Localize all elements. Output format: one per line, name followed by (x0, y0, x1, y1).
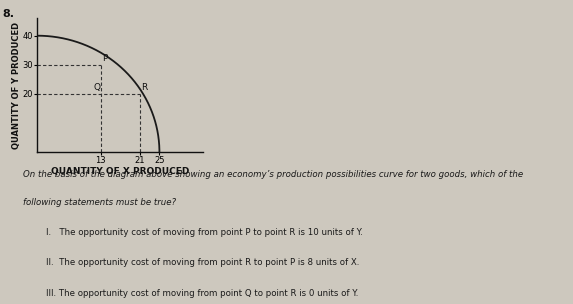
Text: III. The opportunity cost of moving from point Q to point R is 0 units of Y.: III. The opportunity cost of moving from… (46, 289, 358, 298)
Text: P: P (102, 54, 108, 63)
Text: following statements must be true?: following statements must be true? (23, 198, 176, 207)
Text: 8.: 8. (3, 9, 15, 19)
Text: I.   The opportunity cost of moving from point P to point R is 10 units of Y.: I. The opportunity cost of moving from p… (46, 228, 363, 237)
Y-axis label: QUANTITY OF Y PRODUCED: QUANTITY OF Y PRODUCED (12, 22, 21, 149)
X-axis label: QUANTITY OF X PRODUCED: QUANTITY OF X PRODUCED (51, 167, 190, 175)
Text: On the basis of the diagram above showing an economy’s production possibilities : On the basis of the diagram above showin… (23, 170, 523, 179)
Text: II.  The opportunity cost of moving from point R to point P is 8 units of X.: II. The opportunity cost of moving from … (46, 258, 359, 268)
Text: R: R (142, 83, 148, 92)
Text: Q: Q (93, 83, 100, 92)
